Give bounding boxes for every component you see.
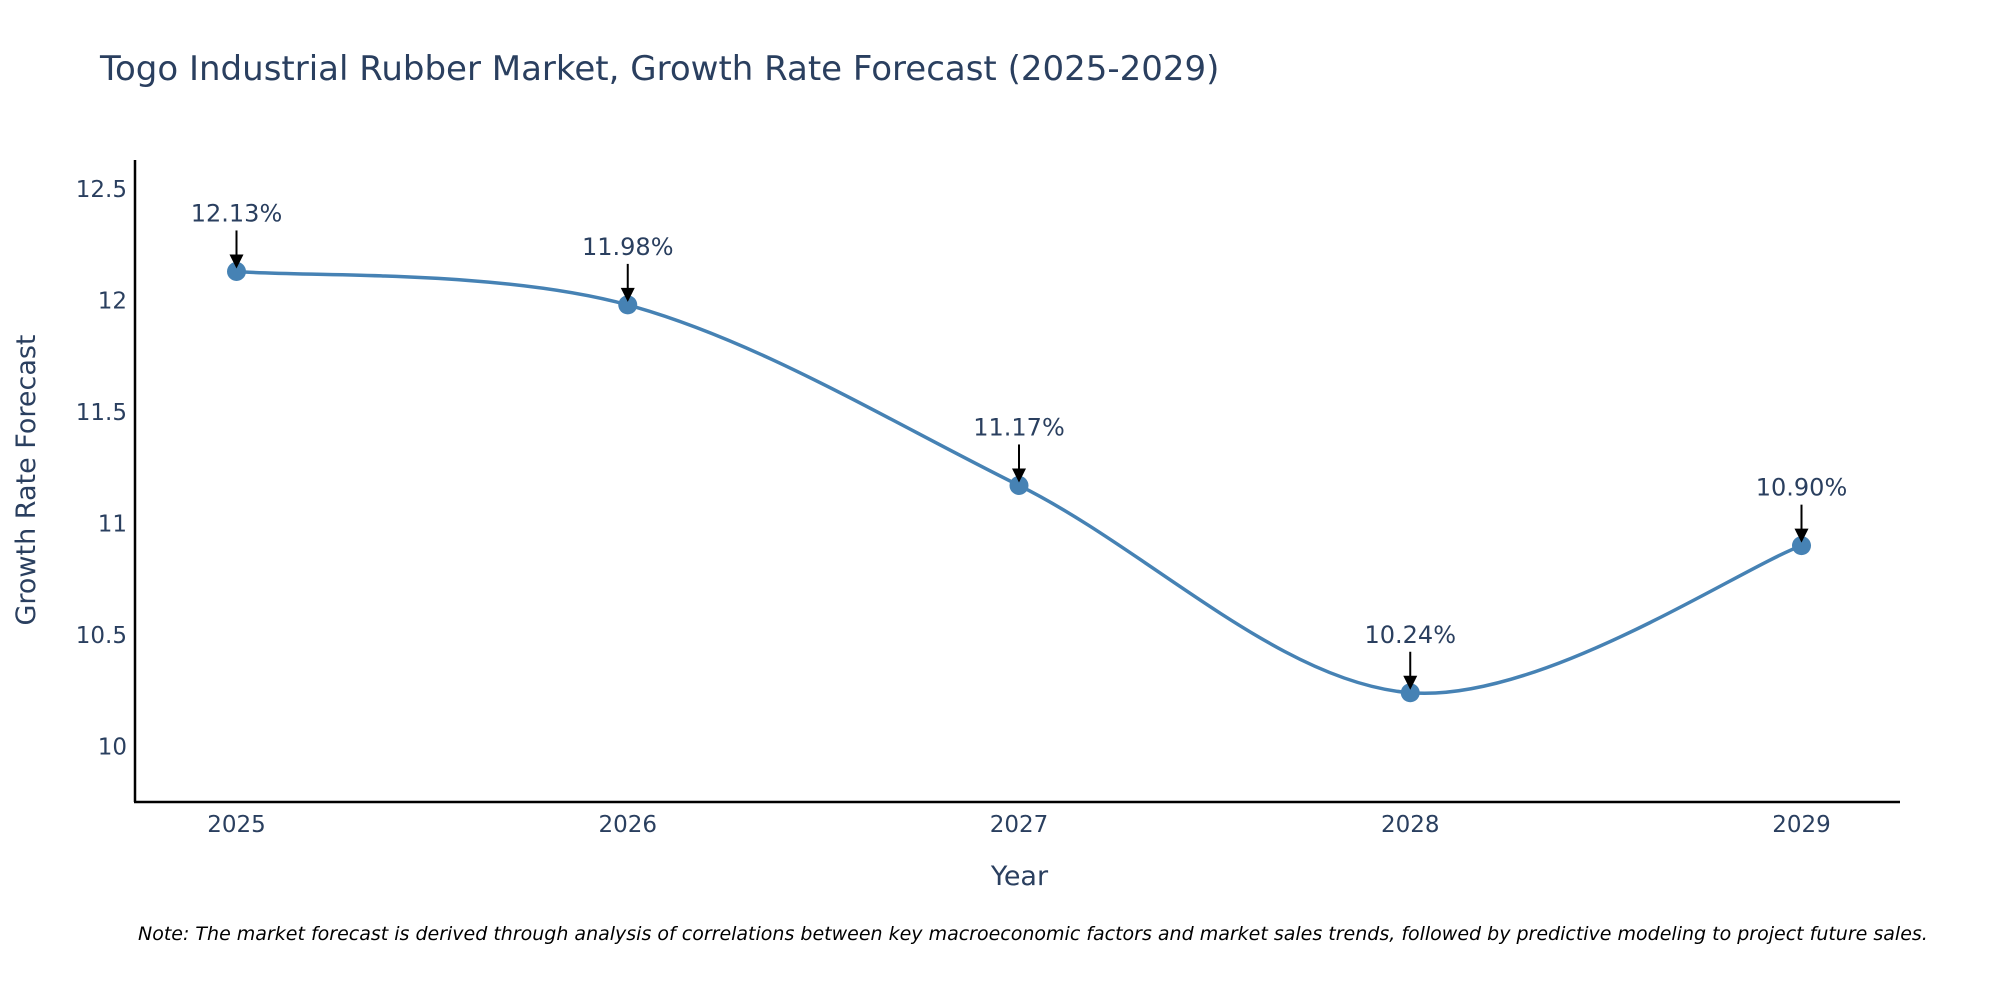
y-axis-ticks: 10 10.5 11 11.5 12 12.5	[76, 177, 127, 760]
data-points	[227, 261, 1811, 703]
data-label: 10.24%	[1364, 621, 1456, 649]
annotation-arrow-head	[229, 254, 244, 269]
x-tick-label: 2029	[1772, 812, 1831, 838]
data-label: 11.98%	[582, 233, 674, 261]
x-axis-title: Year	[990, 861, 1049, 892]
x-tick-label: 2026	[598, 812, 657, 838]
data-annotations: 12.13% 11.98% 11.17% 10.24% 10.90%	[191, 199, 1848, 690]
chart-title: Togo Industrial Rubber Market, Growth Ra…	[99, 49, 1219, 89]
y-tick-label: 12.5	[76, 177, 127, 203]
y-tick-label: 10	[98, 734, 127, 760]
data-point	[1400, 683, 1420, 703]
annotation-arrow-head	[1794, 528, 1809, 543]
x-axis-ticks: 2025 2026 2027 2028 2029	[207, 812, 1831, 838]
data-label: 11.17%	[973, 413, 1065, 441]
data-label: 12.13%	[191, 199, 283, 227]
x-tick-label: 2028	[1381, 812, 1440, 838]
y-tick-label: 11	[98, 511, 127, 537]
x-tick-label: 2027	[990, 812, 1049, 838]
annotation-arrow-head	[1012, 468, 1026, 483]
data-label: 10.90%	[1756, 474, 1848, 502]
y-axis-title: Growth Rate Forecast	[11, 334, 42, 625]
data-point	[227, 261, 246, 281]
y-tick-label: 11.5	[76, 400, 127, 426]
annotation-arrow-head	[620, 287, 635, 302]
data-point	[1792, 536, 1811, 556]
annotation-arrow-head	[1403, 675, 1418, 690]
footnote: Note: The market forecast is derived thr…	[138, 923, 1928, 945]
data-point	[1009, 475, 1029, 495]
data-point	[618, 295, 638, 315]
y-tick-label: 12	[98, 288, 127, 314]
x-tick-label: 2025	[207, 812, 266, 838]
y-tick-label: 10.5	[76, 623, 127, 649]
